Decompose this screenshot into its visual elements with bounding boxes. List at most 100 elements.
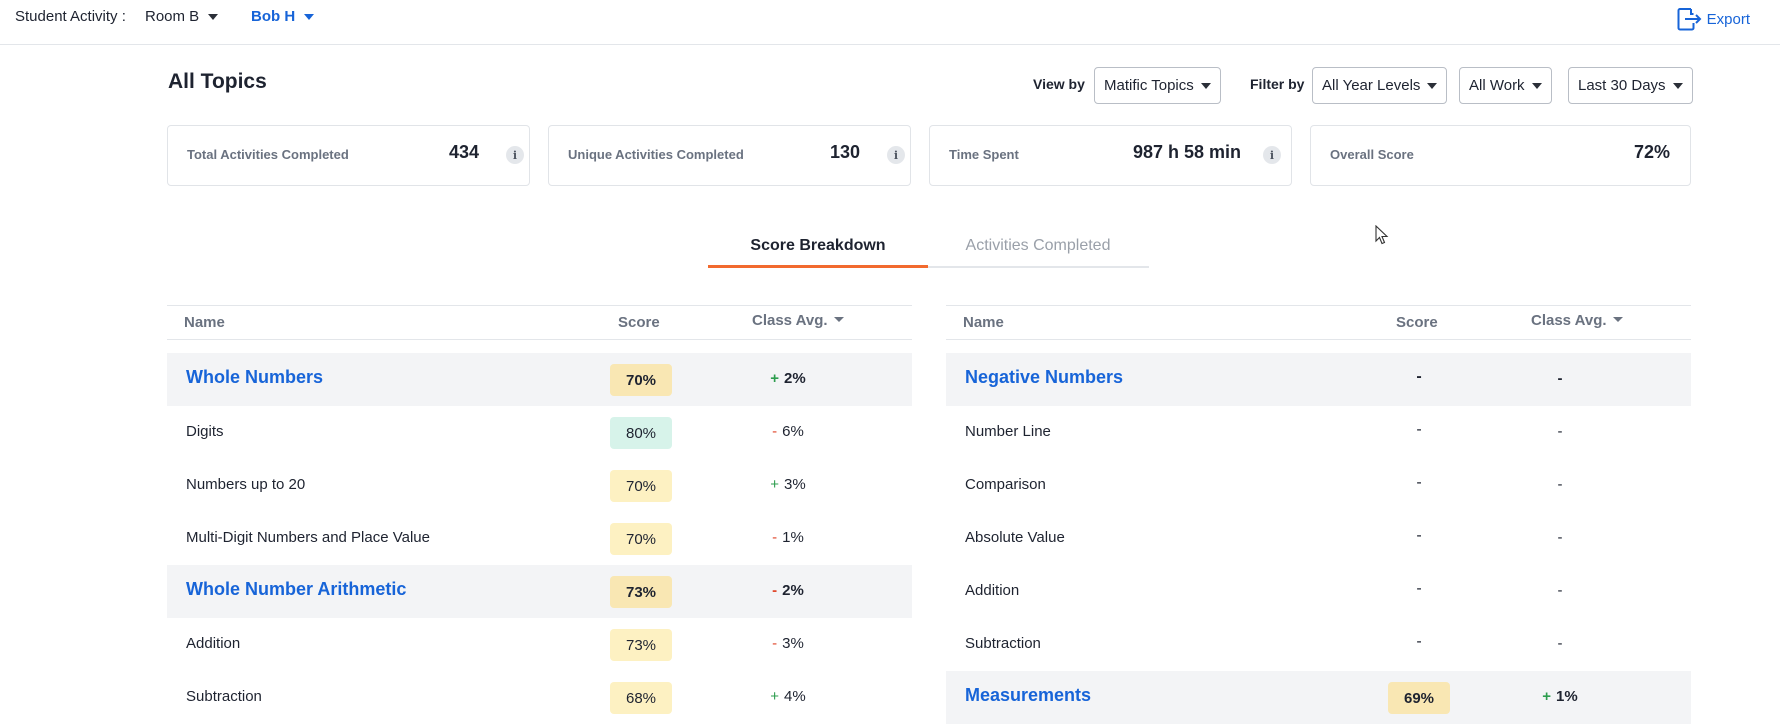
work-value: All Work — [1469, 77, 1525, 94]
export-button[interactable]: Export — [1676, 7, 1750, 31]
page-title: All Topics — [168, 70, 267, 93]
view-by-label: View by — [1033, 76, 1085, 92]
room-dropdown[interactable]: Room B — [145, 8, 219, 25]
score-value: 69% — [1388, 682, 1450, 714]
decrease-sign: - — [772, 635, 778, 652]
tab-bar: Score Breakdown Activities Completed — [708, 230, 1149, 268]
subtopic-row: Numbers up to 20 70% +3% — [167, 459, 912, 512]
work-select[interactable]: All Work — [1459, 67, 1552, 104]
score-value: 68% — [610, 682, 672, 714]
subtopic-name: Addition — [965, 582, 1020, 599]
score-value: - — [1416, 527, 1422, 544]
topic-name-link[interactable]: Negative Numbers — [965, 367, 1124, 387]
class-avg-value: 6% — [782, 423, 804, 440]
score-value: 73% — [610, 576, 672, 608]
period-value: Last 30 Days — [1578, 77, 1666, 94]
column-class-avg[interactable]: Class Avg. — [1531, 312, 1623, 329]
class-avg-value: 2% — [782, 582, 804, 599]
tab-score-breakdown[interactable]: Score Breakdown — [708, 230, 928, 268]
class-avg-diff: -2% — [753, 582, 823, 599]
score-value: 70% — [610, 364, 672, 396]
class-avg-value: 1% — [782, 529, 804, 546]
increase-sign: + — [770, 688, 780, 705]
score-value: 73% — [610, 629, 672, 661]
subtopic-row: Subtraction - - — [946, 618, 1691, 671]
year-level-value: All Year Levels — [1322, 77, 1421, 94]
class-avg-diff: - — [1525, 370, 1595, 387]
column-class-avg[interactable]: Class Avg. — [752, 312, 844, 329]
score-value: - — [1416, 421, 1422, 438]
class-avg-diff: - — [1525, 423, 1595, 440]
score-value: 70% — [610, 523, 672, 555]
student-dropdown-value: Bob H — [251, 8, 296, 25]
class-avg-value: 4% — [784, 688, 806, 705]
stat-label: Overall Score — [1330, 147, 1414, 162]
class-avg-diff: +2% — [753, 370, 823, 387]
filter-by-label: Filter by — [1250, 76, 1305, 92]
sort-down-icon — [1612, 317, 1623, 322]
class-avg-value: - — [1557, 370, 1563, 387]
view-by-value: Matific Topics — [1104, 77, 1194, 94]
room-dropdown-value: Room B — [145, 8, 200, 25]
class-avg-value: 3% — [784, 476, 806, 493]
column-score: Score — [1396, 314, 1438, 331]
score-value: - — [1416, 368, 1422, 385]
info-icon[interactable]: i — [887, 146, 905, 164]
student-activity-label: Student Activity : — [15, 8, 126, 25]
increase-sign: + — [1542, 688, 1552, 705]
topic-name-link[interactable]: Whole Number Arithmetic — [186, 579, 407, 599]
chevron-down-icon — [1427, 82, 1438, 89]
score-table-right: Name Score Class Avg. Negative Numbers - -… — [946, 305, 1691, 724]
year-level-select[interactable]: All Year Levels — [1312, 67, 1448, 104]
class-avg-diff: -3% — [753, 635, 823, 652]
decrease-sign: - — [772, 582, 778, 599]
class-avg-value: - — [1557, 582, 1563, 599]
class-avg-diff: -6% — [753, 423, 823, 440]
class-avg-value: - — [1557, 635, 1563, 652]
top-bar: Student Activity : Room B Bob H Export — [0, 0, 1780, 45]
subtopic-row: Absolute Value - - — [946, 512, 1691, 565]
class-avg-diff: - — [1525, 476, 1595, 493]
topic-name-link[interactable]: Measurements — [965, 685, 1092, 705]
class-avg-value: - — [1557, 476, 1563, 493]
class-avg-diff: +1% — [1525, 688, 1595, 705]
export-icon — [1677, 8, 1702, 31]
topic-row[interactable]: Whole Number Arithmetic 73% -2% — [167, 565, 912, 618]
class-avg-value: - — [1557, 529, 1563, 546]
subtopic-name: Subtraction — [965, 635, 1041, 652]
stat-label: Total Activities Completed — [187, 147, 349, 162]
topic-row[interactable]: Measurements 69% +1% — [946, 671, 1691, 724]
subtopic-name: Numbers up to 20 — [186, 476, 306, 493]
class-avg-diff: - — [1525, 582, 1595, 599]
increase-sign: + — [770, 476, 780, 493]
stat-value: 72% — [1633, 142, 1670, 162]
chevron-down-icon — [304, 13, 315, 20]
stat-card-unique-activities: Unique Activities Completed 130 i — [548, 125, 911, 186]
tab-activities-completed[interactable]: Activities Completed — [965, 237, 1111, 254]
class-avg-value: 1% — [1556, 688, 1578, 705]
subtopic-name: Addition — [186, 635, 241, 652]
class-avg-diff: - — [1525, 529, 1595, 546]
subtopic-name: Number Line — [965, 423, 1051, 440]
view-by-select[interactable]: Matific Topics — [1094, 67, 1221, 104]
table-rows: Whole Numbers 70% +2% Digits 80% -6% Numbers u… — [167, 353, 912, 724]
class-avg-label: Class Avg. — [1531, 312, 1607, 329]
table-rows: Negative Numbers - - Number Line - - Compariso… — [946, 353, 1691, 724]
score-value: - — [1416, 633, 1422, 650]
topic-name-link[interactable]: Whole Numbers — [186, 367, 324, 387]
class-avg-value: 3% — [782, 635, 804, 652]
info-icon[interactable]: i — [1263, 146, 1281, 164]
info-icon[interactable]: i — [506, 146, 524, 164]
chevron-down-icon — [208, 13, 219, 20]
score-value: - — [1416, 474, 1422, 491]
increase-sign: + — [770, 370, 780, 387]
stat-card-time-spent: Time Spent 987 h 58 min i — [929, 125, 1292, 186]
topic-row[interactable]: Whole Numbers 70% +2% — [167, 353, 912, 406]
period-select[interactable]: Last 30 Days — [1568, 67, 1693, 104]
stat-label: Unique Activities Completed — [568, 147, 744, 162]
subtopic-row: Comparison - - — [946, 459, 1691, 512]
class-avg-diff: +4% — [753, 688, 823, 705]
subtopic-name: Multi-Digit Numbers and Place Value — [186, 529, 430, 546]
topic-row[interactable]: Negative Numbers - - — [946, 353, 1691, 406]
student-dropdown[interactable]: Bob H — [251, 8, 315, 25]
